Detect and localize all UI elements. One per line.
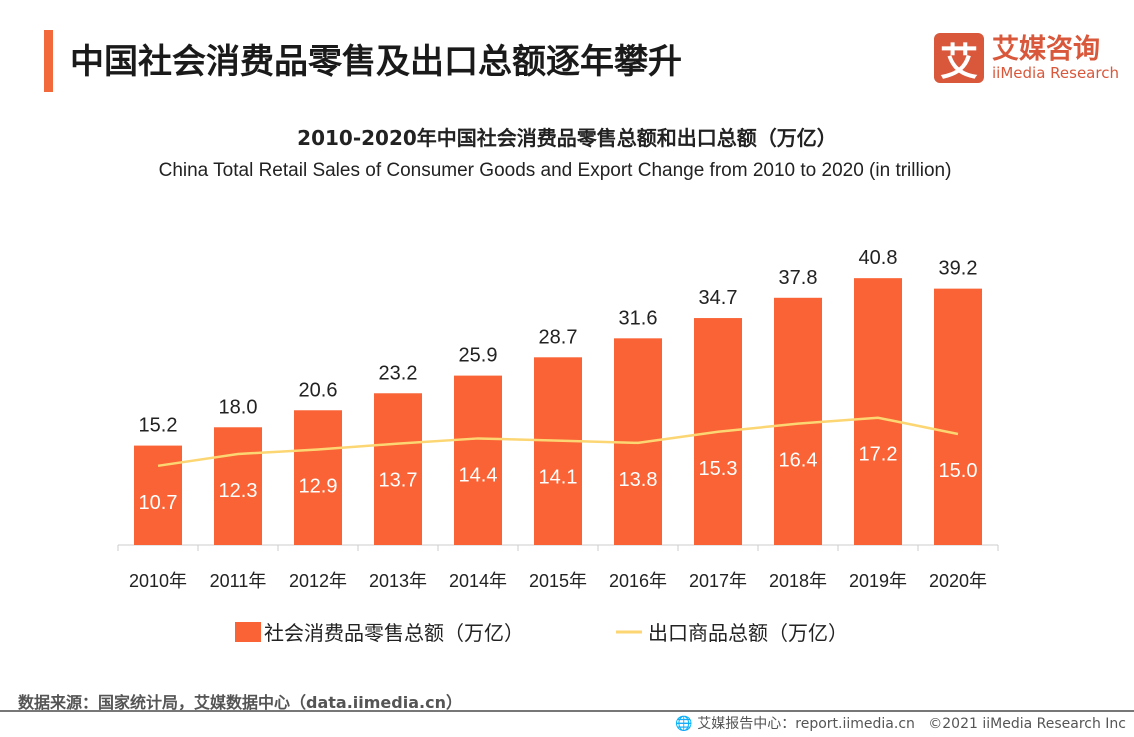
line-value-label: 14.1 <box>539 467 578 489</box>
logo-cn: 艾媒咨询 <box>992 33 1100 65</box>
title-accent-bar <box>44 30 53 92</box>
bar-value-label: 18.0 <box>219 396 258 418</box>
line-value-label: 17.2 <box>859 444 898 466</box>
x-tick-label: 2017年 <box>689 571 747 591</box>
bar <box>934 288 982 545</box>
bar <box>294 410 342 545</box>
bar <box>214 427 262 545</box>
bar <box>854 278 902 545</box>
line-value-label: 13.7 <box>379 470 418 492</box>
export-line <box>157 416 959 468</box>
report-link[interactable]: 艾媒报告中心：report.iimedia.cn <box>697 716 915 732</box>
bar-value-label: 20.6 <box>299 379 338 401</box>
footer-info: 🌐 艾媒报告中心：report.iimedia.cn ©2021 iiMedia… <box>675 713 1126 733</box>
copyright: ©2021 iiMedia Research Inc <box>928 716 1126 732</box>
x-tick-label: 2014年 <box>449 571 507 591</box>
bar <box>134 445 182 545</box>
bar-value-label: 23.2 <box>379 362 418 384</box>
line-value-label: 10.7 <box>139 492 178 514</box>
line-value-label: 12.3 <box>219 480 258 502</box>
line-value-label: 15.0 <box>939 460 978 482</box>
bar-value-label: 28.7 <box>539 326 578 348</box>
footer-divider <box>0 710 1134 712</box>
bar-value-label: 40.8 <box>859 247 898 269</box>
legend-bar-label: 社会消费品零售总额（万亿） <box>264 621 524 645</box>
chart-title: 2010-2020年中国社会消费品零售总额和出口总额（万亿） <box>297 126 837 150</box>
line-value-label: 14.4 <box>459 464 498 486</box>
line-value-label: 15.3 <box>699 458 738 480</box>
x-tick-label: 2012年 <box>289 571 347 591</box>
line-value-label: 13.8 <box>619 469 658 491</box>
bar-value-label: 39.2 <box>939 258 978 280</box>
globe-icon: 🌐 <box>675 716 693 732</box>
legend-line-label: 出口商品总额（万亿） <box>648 621 848 645</box>
page-title: 中国社会消费品零售及出口总额逐年攀升 <box>70 42 682 82</box>
legend-bar-swatch <box>235 622 261 642</box>
x-tick-label: 2016年 <box>609 571 667 591</box>
bar-value-label: 34.7 <box>699 287 738 309</box>
line-value-label: 16.4 <box>779 450 818 472</box>
x-tick-label: 2011年 <box>210 571 267 591</box>
x-tick-label: 2019年 <box>849 571 907 591</box>
x-tick-label: 2020年 <box>929 571 987 591</box>
chart-subtitle: China Total Retail Sales of Consumer Goo… <box>158 160 952 181</box>
bar-value-label: 37.8 <box>779 267 818 289</box>
logo-en: iiMedia Research <box>992 63 1119 82</box>
x-tick-label: 2015年 <box>529 571 587 591</box>
bar-value-label: 15.2 <box>139 415 178 437</box>
x-tick-label: 2010年 <box>129 571 187 591</box>
bar-value-label: 25.9 <box>459 345 498 367</box>
bar-value-label: 31.6 <box>619 307 658 329</box>
bar <box>374 393 422 545</box>
x-tick-label: 2013年 <box>369 571 427 591</box>
logo-mark-icon: 艾 <box>934 33 984 84</box>
bar <box>454 375 502 545</box>
data-source: 数据来源：国家统计局，艾媒数据中心（data.iimedia.cn） <box>18 693 462 712</box>
bar <box>534 357 582 545</box>
brand-logo: 艾 艾媒咨询 iiMedia Research <box>934 33 1119 84</box>
x-tick-label: 2018年 <box>769 571 827 591</box>
line-value-label: 12.9 <box>299 476 338 498</box>
